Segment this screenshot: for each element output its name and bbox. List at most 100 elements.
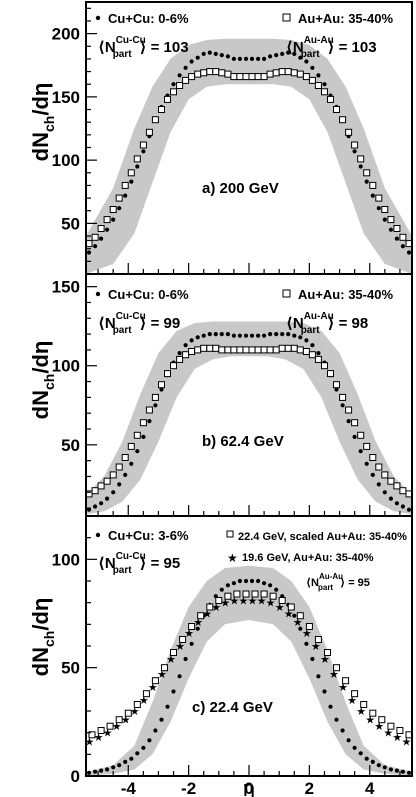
- data-point: [249, 56, 255, 62]
- data-point: [115, 194, 123, 202]
- data-point: [171, 689, 176, 694]
- y-axis-title-a: dNch/dη: [28, 83, 57, 162]
- data-point: [378, 716, 386, 724]
- y-title-sub-b: ch: [41, 374, 57, 390]
- data-point: [236, 73, 244, 81]
- data-point: [308, 76, 316, 84]
- legend-c: Cu+Cu: 3-6% ⟨NCu-Cu part ⟩ = 95 22.4 GeV, …: [95, 528, 407, 592]
- data-point: [274, 587, 279, 592]
- data-point: [278, 344, 286, 352]
- data-point: [117, 206, 122, 211]
- npart-cucu-c: ⟨NCu-Cu part ⟩ = 95: [98, 551, 180, 576]
- data-point: [176, 82, 184, 89]
- data-point: ★: [211, 602, 221, 614]
- data-point: [109, 206, 117, 213]
- data-point: [260, 590, 268, 598]
- data-point: [197, 612, 205, 620]
- data-point: [93, 769, 98, 774]
- data-point: [141, 434, 146, 439]
- data-point: [206, 68, 214, 76]
- data-point: [133, 701, 141, 708]
- data-point: [305, 623, 313, 630]
- data-point: [139, 419, 147, 427]
- x-tick-label: -2: [181, 779, 196, 797]
- data-point: [124, 709, 132, 717]
- data-point: ★: [302, 628, 312, 640]
- data-point: [310, 343, 315, 348]
- data-point: ★: [248, 596, 258, 608]
- data-point: [99, 768, 104, 773]
- y-tick-label: 100: [52, 550, 80, 569]
- y-title-main-a: dN: [28, 132, 53, 161]
- data-point: [260, 73, 268, 81]
- data-point: ★: [257, 596, 267, 608]
- uncertainty-band: [86, 565, 412, 776]
- data-point: [105, 227, 110, 232]
- data-point: [170, 649, 177, 656]
- data-point: [296, 346, 304, 354]
- data-point: [111, 765, 116, 770]
- data-point: [268, 332, 273, 337]
- data-point: [224, 592, 232, 600]
- data-point: ★: [229, 596, 239, 608]
- data-point: [400, 504, 405, 509]
- data-point: [298, 626, 303, 631]
- data-point: [381, 471, 389, 479]
- data-point: ★: [275, 602, 285, 614]
- data-point: [369, 709, 377, 717]
- data-point: [382, 490, 387, 495]
- data-point: [99, 501, 104, 506]
- legend-label-auau22-c: 22.4 GeV, scaled Au+Au: 35-40%: [238, 531, 407, 543]
- x-tick-label: -4: [121, 779, 137, 797]
- data-point: [256, 578, 261, 584]
- data-point: [284, 344, 292, 352]
- data-point: [310, 656, 315, 662]
- data-point: [97, 482, 105, 490]
- data-point: [237, 578, 242, 584]
- data-point: [129, 756, 134, 761]
- band-c: [86, 565, 412, 776]
- data-point: [351, 419, 359, 427]
- npart-auau-a: ⟨NAu-Au part ⟩ = 103: [286, 35, 377, 60]
- legend-label-cucu-a: Cu+Cu: 0-6%: [108, 11, 189, 26]
- data-point: [127, 169, 135, 177]
- data-point: [109, 471, 117, 479]
- panel-200-gev: 50 100 150 200 Cu+Cu: 0-6% ⟨NCu-Cu part ⟩ = 1…: [52, 1, 413, 275]
- data-point: [396, 727, 404, 734]
- data-point: [370, 472, 375, 477]
- data-point: [145, 406, 153, 414]
- data-point: [93, 504, 98, 509]
- data-point: [218, 69, 226, 77]
- data-point: [260, 346, 268, 354]
- panel-label-b: b) 62.4 GeV: [202, 433, 284, 450]
- data-point: [314, 636, 322, 643]
- y-tick-label: 200: [52, 25, 80, 44]
- panel-label-a: a) 200 GeV: [202, 180, 279, 197]
- data-point: [376, 763, 381, 768]
- data-point: [212, 344, 220, 352]
- data-point: [207, 332, 212, 337]
- data-point: ★: [266, 598, 276, 610]
- data-point: [142, 690, 150, 698]
- x-tick-label: 4: [365, 779, 375, 797]
- data-point: ★: [175, 641, 185, 653]
- y-tick-label: 50: [61, 214, 80, 233]
- data-point: [262, 56, 267, 62]
- data-point: [400, 769, 405, 774]
- data-point: [262, 333, 267, 338]
- y-title-sub-c: ch: [41, 631, 57, 647]
- data-point: [388, 767, 393, 772]
- data-point: [339, 393, 347, 401]
- legend-label-auau-a: Au+Au: 35-40%: [298, 11, 393, 26]
- data-point: [213, 332, 218, 337]
- svg-text:dNch/dη: dNch/dη: [28, 83, 57, 162]
- data-point: [358, 751, 363, 756]
- data-point: [358, 164, 363, 169]
- data-point: [249, 578, 255, 584]
- data-point: [324, 649, 331, 656]
- y-tick-label: 50: [61, 659, 80, 678]
- data-point: [314, 82, 322, 89]
- data-point: [176, 355, 184, 363]
- data-point: [310, 65, 315, 70]
- data-point: [272, 346, 280, 354]
